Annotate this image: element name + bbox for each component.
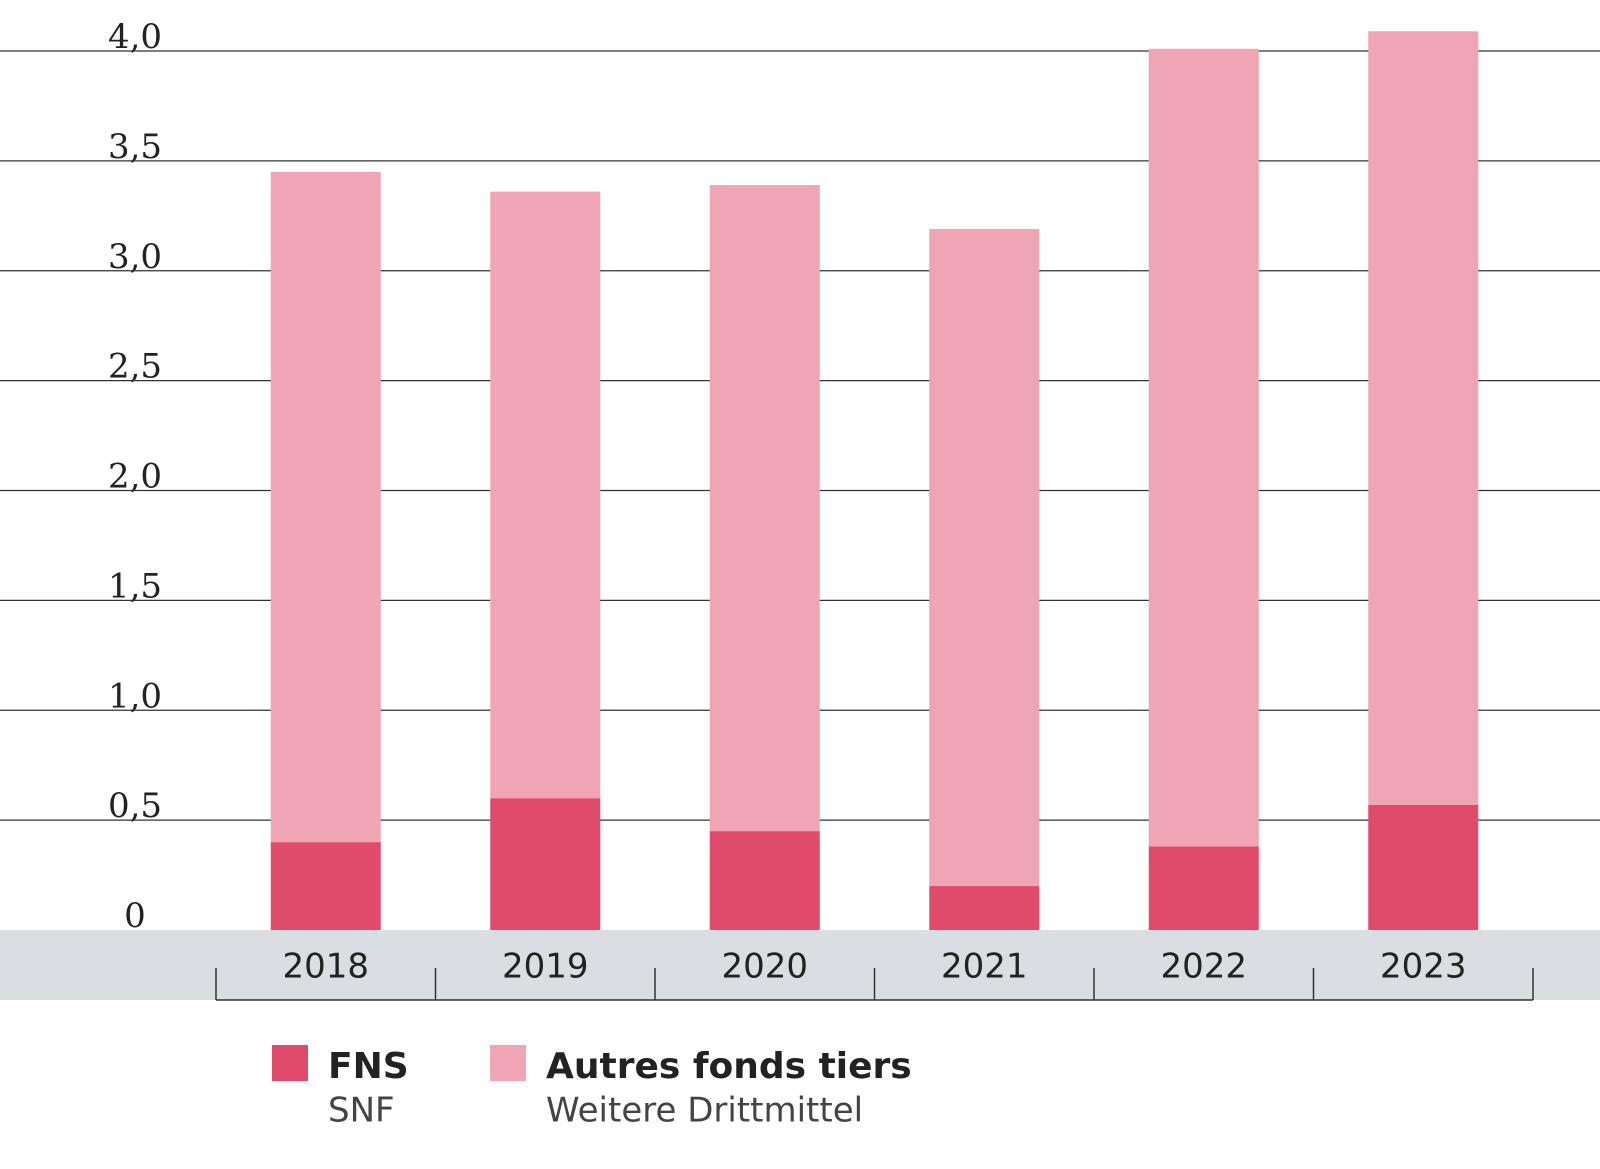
bar-segment bbox=[490, 191, 601, 799]
y-tick-label: 4,0 bbox=[108, 17, 162, 57]
axis-band bbox=[0, 930, 1600, 1000]
bar-segment bbox=[270, 171, 381, 843]
legend-sublabel: SNF bbox=[328, 1091, 395, 1131]
y-tick-label: 3,5 bbox=[108, 127, 162, 167]
x-tick-label: 2021 bbox=[941, 947, 1028, 987]
x-tick-label: 2022 bbox=[1160, 947, 1247, 987]
bar-segment bbox=[1368, 804, 1479, 930]
legend-label: FNS bbox=[328, 1046, 409, 1087]
y-tick-label: 0,5 bbox=[108, 786, 162, 826]
legend-sublabel: Weitere Drittmittel bbox=[546, 1091, 863, 1131]
bar-segment bbox=[929, 886, 1040, 930]
legend-swatch bbox=[490, 1045, 526, 1081]
x-tick-label: 2018 bbox=[282, 947, 369, 987]
bar-segment bbox=[709, 831, 820, 930]
bar-segment bbox=[1148, 846, 1259, 930]
bar-segment bbox=[929, 228, 1040, 887]
y-tick-label: 2,0 bbox=[108, 457, 162, 497]
bar-segment bbox=[709, 185, 820, 832]
bar-segment bbox=[1368, 31, 1479, 805]
bar-segment bbox=[490, 798, 601, 930]
bar-segment bbox=[1148, 48, 1259, 847]
legend-swatch bbox=[272, 1045, 308, 1081]
x-tick-label: 2020 bbox=[721, 947, 808, 987]
y-tick-label: 1,0 bbox=[108, 676, 162, 716]
y-tick-label: 0 bbox=[124, 896, 146, 936]
x-tick-label: 2019 bbox=[502, 947, 589, 987]
x-tick-label: 2023 bbox=[1380, 947, 1467, 987]
y-tick-label: 1,5 bbox=[108, 566, 162, 606]
y-tick-label: 3,0 bbox=[108, 237, 162, 277]
bar-segment bbox=[270, 842, 381, 930]
y-tick-label: 2,5 bbox=[108, 347, 162, 387]
legend-label: Autres fonds tiers bbox=[546, 1046, 912, 1087]
